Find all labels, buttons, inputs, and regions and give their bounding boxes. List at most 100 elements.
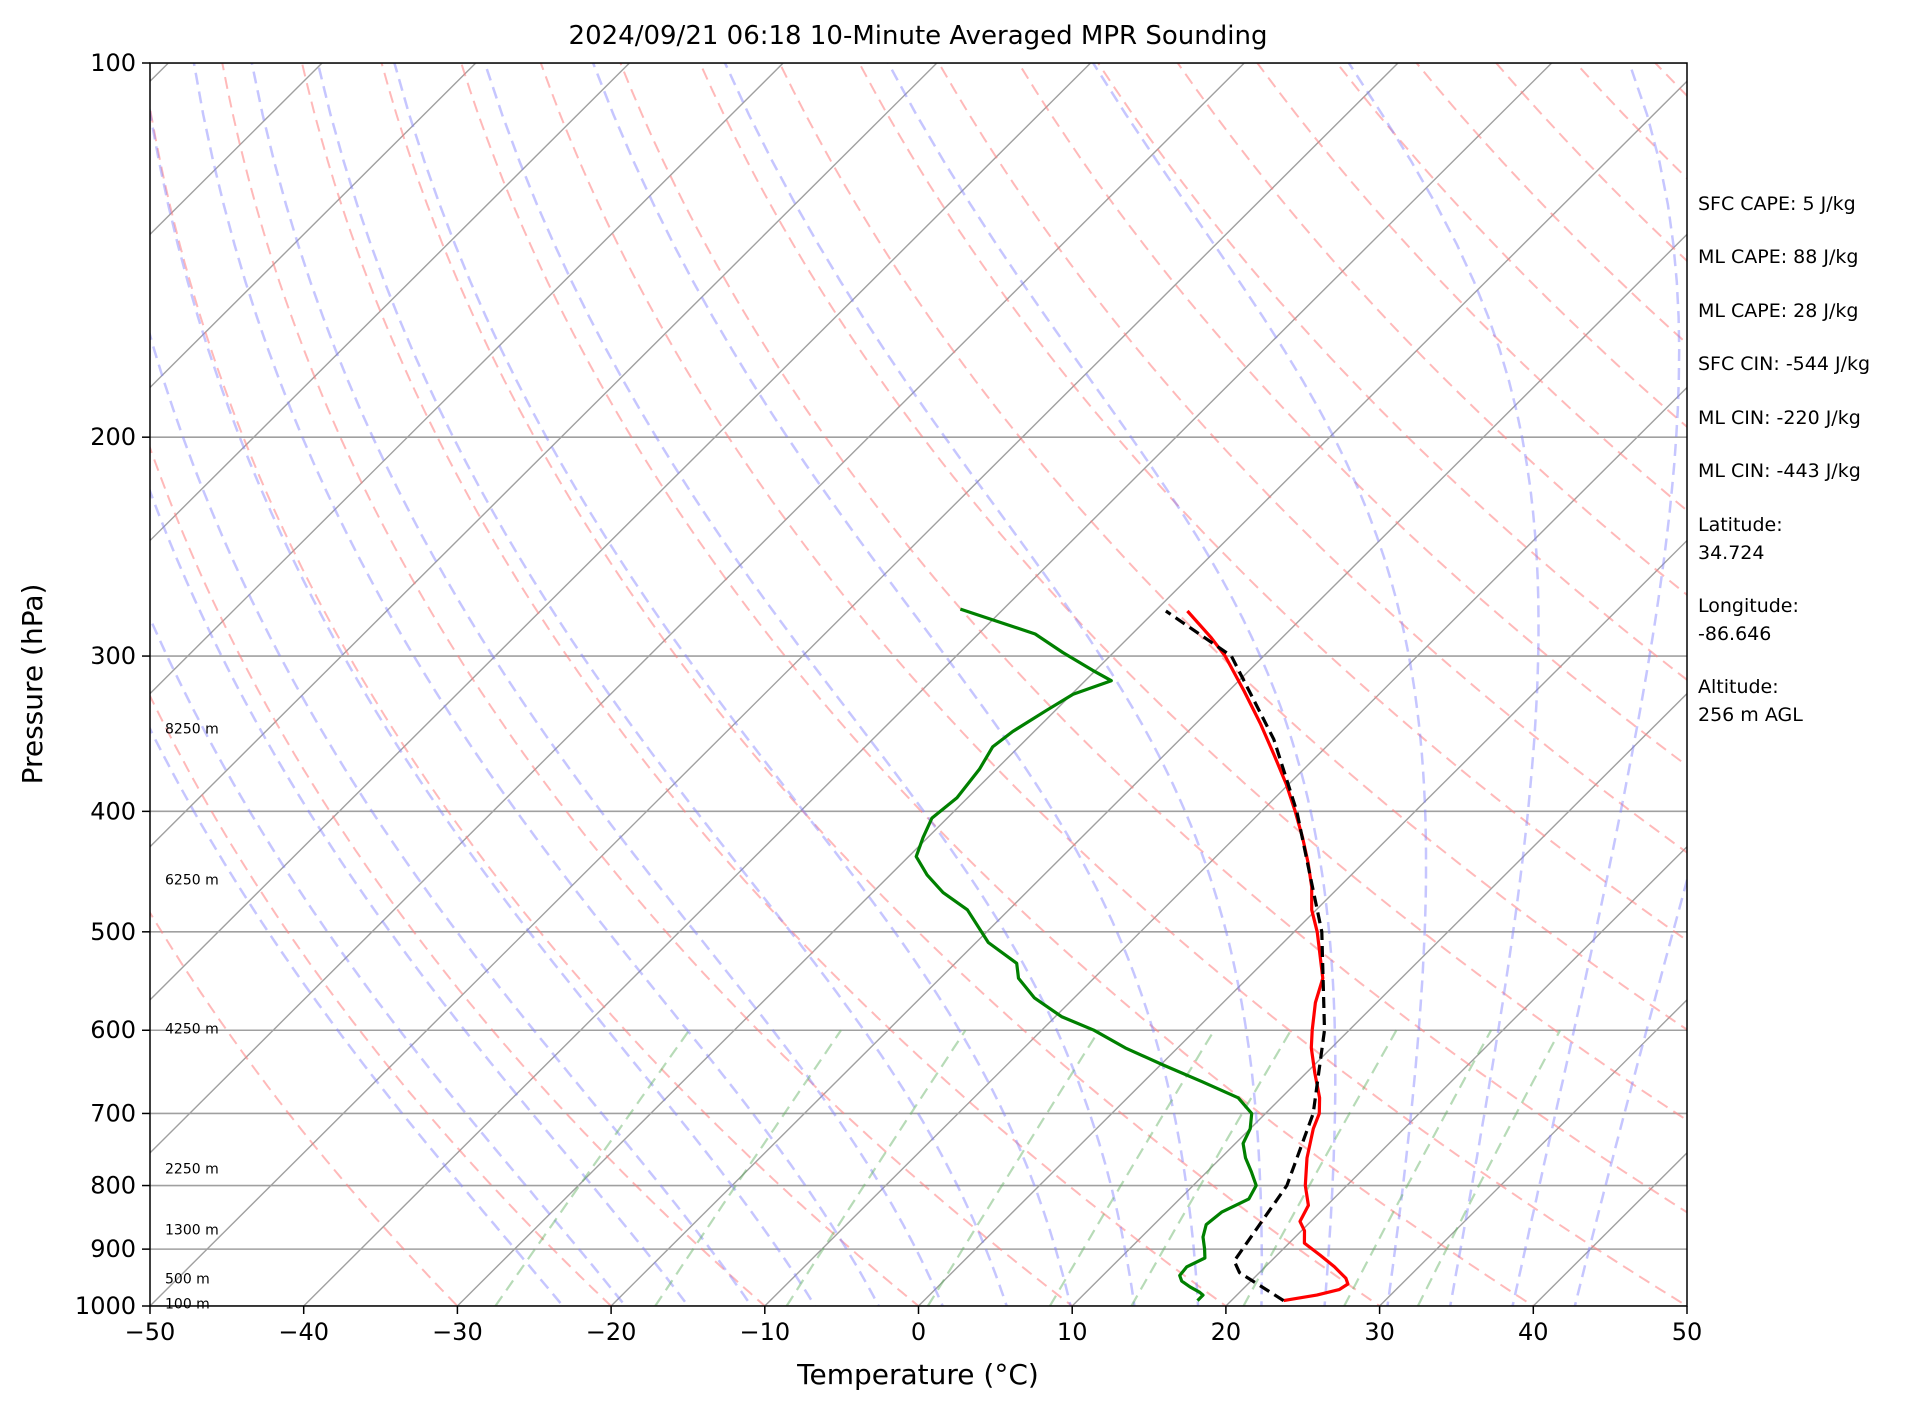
dry-adiabat-line: [539, 63, 1687, 1306]
x-tick-label: 40: [1518, 1318, 1549, 1346]
profile-series-1: [1186, 609, 1350, 1303]
mixing-ratio-line: [1130, 1029, 1292, 1306]
moist-adiabat-line: [1092, 63, 1428, 1306]
mixing-ratio-line: [1242, 1029, 1398, 1306]
isotherm-line: [1378, 998, 1687, 1306]
dry-adiabat-line: [460, 63, 1536, 1306]
isotherm-line: [150, 63, 1092, 1001]
height-label: 2250 m: [165, 1161, 219, 1177]
dry-adiabat-line: [778, 63, 1687, 1031]
dry-adiabat-line: [1017, 63, 1687, 767]
plot-frame: [149, 62, 1688, 1307]
axis-ticks: −50 −40 −30 −20 −10 0 10 20 30 40 50 1000 900 800 700 6…: [75, 49, 1702, 1346]
altitude-label: Altitude:: [1698, 676, 1779, 698]
moist-adiabat-line: [1511, 63, 1681, 1306]
mixing-ratio-line: [785, 1029, 967, 1306]
y-tick-label: 1000: [75, 1292, 136, 1320]
isotherm-line: [610, 233, 1687, 1306]
mixing-ratio-line: [654, 1029, 842, 1306]
dry-adiabat-line: [1335, 63, 1687, 429]
mixing-ratio-line: [926, 1029, 1101, 1306]
dry-adiabat-line: [150, 102, 921, 1306]
x-tick-label: 50: [1672, 1318, 1703, 1346]
dry-adiabat-line: [1865, 35, 1910, 1332]
height-label: 8250 m: [165, 721, 219, 737]
dry-adiabat-line: [619, 63, 1687, 1214]
dry-adiabat-line: [150, 444, 767, 1306]
moist-adiabat-line: [150, 487, 690, 1306]
height-label: 500 m: [165, 1271, 210, 1287]
x-axis-label: Temperature (°C): [796, 1358, 1039, 1391]
moist-adiabat-line: [591, 63, 1200, 1306]
x-tick-label: −50: [125, 1318, 176, 1346]
isotherm-line: [1224, 845, 1687, 1306]
latitude-label: Latitude:: [1698, 514, 1783, 536]
moist-adiabat-line: [250, 63, 945, 1306]
dry-adiabat-line: [1786, 35, 1910, 1332]
profile-series-3: [1164, 609, 1327, 1302]
moist-adiabat-line: [150, 726, 565, 1306]
height-label: 4250 m: [165, 1021, 219, 1037]
y-tick-label: 700: [90, 1099, 136, 1127]
y-tick-label: 100: [90, 49, 136, 77]
y-axis-label: Pressure (hPa): [16, 584, 49, 785]
y-tick-label: 400: [90, 797, 136, 825]
height-label: 100 m: [165, 1296, 210, 1312]
x-tick-label: −20: [586, 1318, 637, 1346]
moist-adiabat-line: [192, 63, 881, 1306]
moist-adiabat-line: [1347, 63, 1540, 1306]
chart-title: 2024/09/21 06:18 10-Minute Averaged MPR …: [569, 21, 1268, 51]
y-tick-label: 600: [90, 1016, 136, 1044]
dry-adiabat-line: [1096, 63, 1687, 682]
dry-adiabat-line: [300, 63, 1228, 1306]
x-tick-label: −10: [739, 1318, 790, 1346]
isotherm-line: [150, 63, 1246, 1154]
longitude-label: Longitude:: [1698, 595, 1799, 617]
longitude-value: -86.646: [1698, 623, 1771, 645]
isotherm-line: [917, 539, 1687, 1306]
isotherm-line: [150, 63, 1399, 1306]
isotherm-line: [150, 63, 477, 389]
mixing-ratio-line: [1416, 1029, 1562, 1306]
mixing-ratio-line: [494, 1029, 691, 1306]
y-tick-label: 200: [90, 423, 136, 451]
y-tick-label: 500: [90, 918, 136, 946]
dry-adiabat-line: [858, 63, 1687, 942]
stat-ml-cin: ML CIN: -220 J/kg: [1698, 407, 1861, 429]
y-tick-label: 900: [90, 1235, 136, 1263]
altitude-value: 256 m AGL: [1698, 704, 1803, 726]
x-tick-label: −30: [432, 1318, 483, 1346]
isotherm-line: [763, 386, 1687, 1306]
latitude-value: 34.724: [1698, 542, 1764, 564]
x-tick-label: 0: [911, 1318, 926, 1346]
moist-adiabat-line: [316, 63, 1009, 1306]
moist-adiabat-line: [887, 63, 1337, 1306]
moist-adiabat-line: [150, 104, 817, 1306]
isotherm-line: [150, 63, 785, 695]
stat-sfc-cin: SFC CIN: -544 J/kg: [1698, 353, 1870, 375]
stat-sfc-cape: SFC CAPE: 5 J/kg: [1698, 193, 1856, 215]
moist-adiabat-line: [393, 63, 1072, 1306]
dry-adiabat-line: [150, 693, 613, 1306]
x-tick-label: −40: [278, 1318, 329, 1346]
x-tick-label: 30: [1364, 1318, 1395, 1346]
isotherm-line: [1071, 692, 1687, 1306]
x-tick-label: 10: [1057, 1318, 1088, 1346]
moist-adiabat-line: [483, 63, 1136, 1306]
moist-adiabat-line: [150, 330, 753, 1306]
height-label: 6250 m: [165, 873, 219, 889]
profile-series-2: [914, 607, 1258, 1302]
stat-ml-cape: ML CAPE: 88 J/kg: [1698, 246, 1858, 268]
dry-adiabat-line: [380, 63, 1382, 1306]
y-tick-label: 300: [90, 642, 136, 670]
height-labels: 100 m 500 m 1300 m 2250 m 4250 m 6250 m 8250 m: [165, 721, 219, 1312]
x-tick-label: 20: [1211, 1318, 1242, 1346]
dry-adiabat-line: [221, 63, 1074, 1306]
mixing-ratio-line: [1048, 1029, 1216, 1306]
y-tick-label: 800: [90, 1172, 136, 1200]
stat-ml-cin-2: ML CIN: -443 J/kg: [1698, 460, 1861, 482]
moist-adiabat-line: [723, 63, 1264, 1306]
isotherm-line: [456, 80, 1687, 1306]
moist-adiabat-line: [150, 615, 627, 1306]
